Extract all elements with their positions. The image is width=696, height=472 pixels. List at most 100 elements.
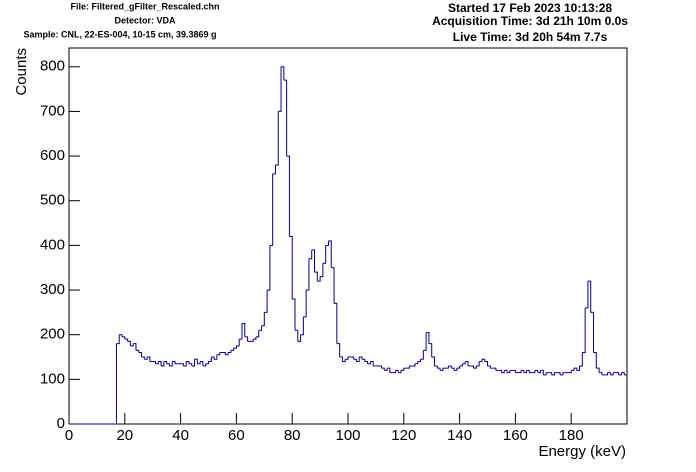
histogram-bin: [543, 372, 547, 376]
histogram-bin: [200, 360, 204, 366]
histogram-bin: [571, 368, 575, 371]
histogram-bin: [568, 370, 572, 374]
histogram-bin: [166, 363, 170, 366]
histogram-bin: [281, 66, 285, 81]
histogram-bin: [350, 356, 355, 360]
histogram-bin: [520, 369, 525, 373]
histogram-bin: [526, 369, 530, 373]
histogram-bin: [342, 359, 346, 362]
y-tick-label: 100: [40, 370, 65, 387]
histogram-bin: [169, 361, 173, 367]
histogram-bin: [239, 323, 243, 340]
histogram-bin: [353, 358, 357, 362]
histogram-bin: [202, 363, 207, 367]
histogram-bin: [241, 323, 246, 337]
histogram-bin: [523, 370, 528, 374]
histogram-bin: [540, 369, 544, 375]
histogram-bin: [294, 329, 299, 342]
histogram-bin: [599, 372, 603, 375]
histogram-bin: [130, 343, 134, 347]
histogram-bin: [214, 354, 218, 360]
histogram-bin: [398, 370, 402, 374]
histogram-bin: [479, 359, 483, 362]
histogram-bin: [155, 361, 159, 365]
histogram-bin: [607, 372, 611, 375]
histogram-bin: [512, 369, 516, 373]
histogram-bin: [417, 359, 422, 362]
histogram-bin: [532, 370, 536, 374]
histogram-bin: [194, 358, 198, 364]
histogram-bin: [253, 336, 257, 340]
histogram-bin: [507, 370, 511, 374]
info-live: Live Time: 3d 20h 54m 7.7s: [453, 30, 608, 44]
histogram-bin: [585, 281, 589, 309]
info-file: File: Filtered_gFilter_Rescaled.chn: [70, 1, 219, 11]
info-sample: Sample: CNL, 22-ES-004, 10-15 cm, 39.386…: [23, 29, 216, 39]
histogram-bin: [183, 361, 187, 367]
histogram-bin: [300, 316, 304, 336]
histogram-bin: [314, 271, 318, 282]
histogram-bin: [133, 343, 137, 351]
histogram-bin: [269, 173, 274, 246]
histogram-bin: [345, 357, 349, 360]
histogram-bin: [576, 365, 581, 371]
histogram-bin: [197, 361, 201, 365]
histogram-bin: [582, 307, 586, 354]
histogram-bin: [395, 369, 399, 373]
histogram-bin: [208, 357, 212, 362]
x-tick-label: 100: [335, 427, 360, 444]
x-tick-label: 80: [284, 427, 301, 444]
histogram-bin: [289, 235, 293, 299]
x-tick-label: 160: [503, 427, 528, 444]
histogram-bin: [163, 360, 168, 364]
histogram-bin: [275, 111, 279, 166]
x-tick-label: 140: [447, 427, 472, 444]
histogram-bin: [560, 372, 564, 376]
histogram-bin: [367, 361, 371, 365]
histogram-bin: [621, 372, 625, 375]
histogram-bin: [431, 356, 435, 366]
histogram-bin: [222, 352, 226, 355]
histogram-bin: [205, 361, 209, 365]
y-tick-label: 700: [40, 102, 65, 119]
histogram-bin: [420, 350, 424, 360]
histogram-bin: [462, 361, 466, 365]
histogram-bin: [211, 356, 215, 360]
histogram-bin: [236, 339, 240, 347]
histogram-bin: [534, 369, 539, 373]
histogram-bin: [590, 311, 595, 353]
y-tick-label: 800: [40, 58, 65, 75]
histogram-bin: [557, 372, 561, 375]
histogram-bin: [122, 336, 126, 340]
histogram-bin: [412, 363, 416, 367]
histogram-bin: [303, 290, 307, 318]
histogram-bin: [448, 365, 452, 369]
histogram-bin: [127, 340, 131, 346]
histogram-bin: [423, 332, 427, 351]
histogram-bin: [138, 352, 143, 358]
histogram-bin: [504, 369, 508, 373]
histogram-bin: [596, 367, 600, 373]
x-tick-label: 120: [391, 427, 416, 444]
histogram-bin: [414, 361, 419, 365]
histogram-bin: [233, 345, 237, 349]
y-tick-label: 400: [40, 236, 65, 253]
histogram-bin: [370, 360, 374, 366]
histogram-bin: [487, 365, 491, 369]
histogram-bin: [473, 365, 477, 369]
info-detector: Detector: VDA: [114, 15, 176, 25]
histogram-bin: [434, 365, 438, 369]
histogram-bin: [356, 357, 360, 362]
histogram-bin: [186, 360, 190, 364]
histogram-bin: [255, 330, 260, 338]
histogram-bin: [144, 357, 148, 360]
histogram-bin: [264, 290, 268, 313]
histogram-bin: [297, 334, 302, 342]
histogram-bin: [339, 356, 343, 362]
histogram-bin: [158, 360, 162, 366]
histogram-bin: [381, 367, 385, 371]
histogram-bin: [188, 363, 193, 366]
x-tick-label: 40: [172, 427, 189, 444]
